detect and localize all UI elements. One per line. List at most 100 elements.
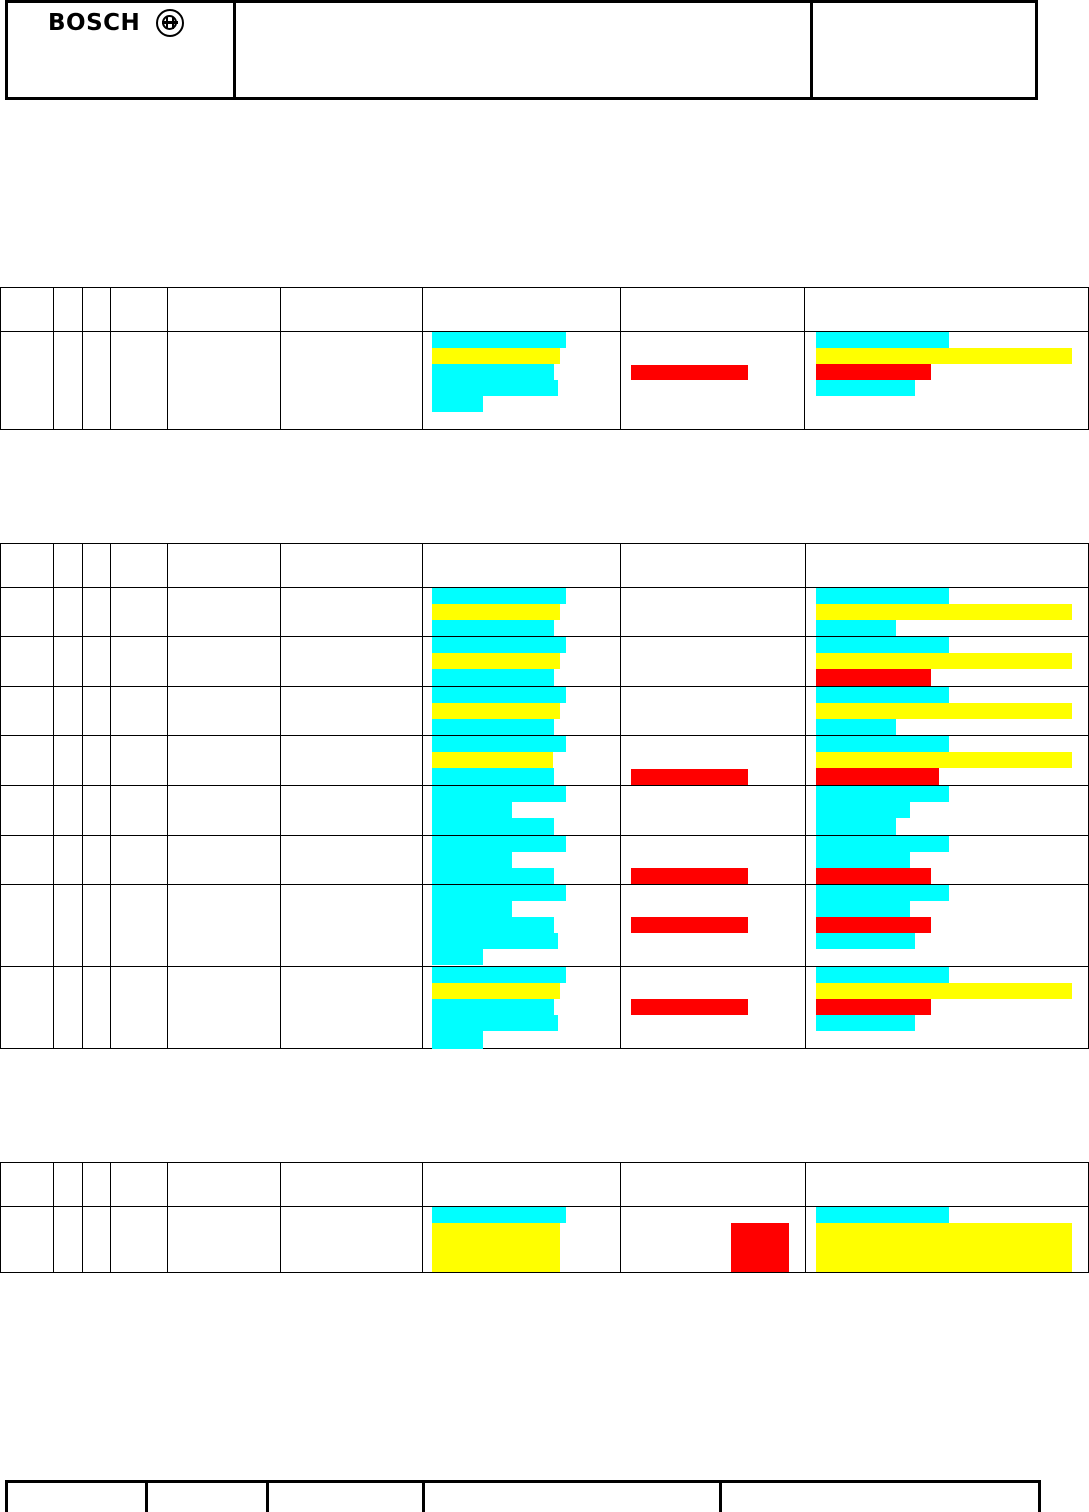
cyan-highlight-bar bbox=[432, 588, 566, 604]
cyan-highlight-bar bbox=[432, 933, 558, 949]
footer-divider bbox=[422, 1483, 425, 1512]
table-row-divider bbox=[1, 966, 1088, 967]
cyan-highlight-bar bbox=[816, 637, 949, 653]
table-column-divider bbox=[82, 288, 83, 429]
table-column-divider bbox=[53, 544, 54, 1048]
table-column-divider bbox=[82, 1163, 83, 1272]
cyan-highlight-bar bbox=[432, 786, 566, 802]
cyan-highlight-bar bbox=[816, 933, 915, 949]
yellow-highlight-bar bbox=[432, 348, 560, 364]
table-column-divider bbox=[422, 544, 423, 1048]
table-column-divider bbox=[167, 544, 168, 1048]
red-highlight-bar bbox=[816, 999, 931, 1015]
cyan-highlight-bar bbox=[432, 396, 483, 412]
red-highlight-bar bbox=[816, 917, 931, 933]
bosch-logo: BOSCH bbox=[48, 8, 185, 38]
yellow-highlight-bar bbox=[432, 752, 553, 768]
table-column-divider bbox=[804, 288, 805, 429]
cyan-highlight-bar bbox=[432, 885, 566, 901]
red-highlight-bar bbox=[816, 669, 931, 686]
cyan-highlight-bar bbox=[432, 637, 566, 653]
cyan-highlight-bar bbox=[816, 687, 949, 703]
cyan-highlight-bar bbox=[432, 818, 554, 835]
cyan-highlight-bar bbox=[432, 802, 512, 818]
table-column-divider bbox=[280, 1163, 281, 1272]
table-row-divider bbox=[1, 1206, 1088, 1207]
cyan-highlight-bar bbox=[432, 332, 566, 348]
table-3 bbox=[0, 1162, 1089, 1273]
cyan-highlight-bar bbox=[816, 786, 949, 802]
cyan-highlight-bar bbox=[432, 901, 512, 917]
table-row-divider bbox=[1, 686, 1088, 687]
cyan-highlight-bar bbox=[432, 669, 554, 686]
cyan-highlight-bar bbox=[816, 588, 949, 604]
table-column-divider bbox=[620, 544, 621, 1048]
cyan-highlight-bar bbox=[816, 967, 949, 983]
cyan-highlight-bar bbox=[816, 380, 915, 396]
cyan-highlight-bar bbox=[816, 901, 910, 917]
table-row-divider bbox=[1, 884, 1088, 885]
yellow-highlight-bar bbox=[432, 653, 560, 669]
red-highlight-bar bbox=[731, 1223, 789, 1272]
table-1 bbox=[0, 287, 1089, 430]
logo-text: BOSCH bbox=[48, 10, 141, 36]
cyan-highlight-bar bbox=[432, 967, 566, 983]
footer-divider bbox=[145, 1483, 148, 1512]
cyan-highlight-bar bbox=[432, 999, 554, 1015]
cyan-highlight-bar bbox=[432, 868, 554, 884]
header-divider bbox=[233, 3, 236, 97]
table-column-divider bbox=[82, 544, 83, 1048]
red-highlight-bar bbox=[816, 868, 931, 884]
cyan-highlight-bar bbox=[816, 1207, 949, 1223]
table-column-divider bbox=[167, 1163, 168, 1272]
table-row-divider bbox=[1, 785, 1088, 786]
table-column-divider bbox=[620, 288, 621, 429]
cyan-highlight-bar bbox=[816, 802, 910, 818]
table-column-divider bbox=[53, 288, 54, 429]
yellow-highlight-bar bbox=[432, 604, 560, 620]
cyan-highlight-bar bbox=[432, 620, 554, 636]
cyan-highlight-bar bbox=[432, 852, 512, 868]
yellow-highlight-bar bbox=[816, 703, 1072, 719]
yellow-highlight-bar bbox=[432, 1223, 560, 1272]
red-highlight-bar bbox=[631, 769, 748, 785]
cyan-highlight-bar bbox=[816, 852, 910, 868]
cyan-highlight-bar bbox=[432, 380, 558, 396]
document-header bbox=[5, 0, 1038, 100]
yellow-highlight-bar bbox=[432, 703, 560, 719]
cyan-highlight-bar bbox=[816, 818, 896, 835]
cyan-highlight-bar bbox=[816, 885, 949, 901]
table-row-divider bbox=[1, 331, 1088, 332]
red-highlight-bar bbox=[631, 365, 748, 380]
yellow-highlight-bar bbox=[816, 752, 1072, 768]
red-highlight-bar bbox=[816, 768, 939, 785]
table-column-divider bbox=[110, 288, 111, 429]
table-column-divider bbox=[53, 1163, 54, 1272]
red-highlight-bar bbox=[631, 917, 748, 933]
cyan-highlight-bar bbox=[816, 620, 896, 636]
cyan-highlight-bar bbox=[432, 687, 566, 703]
cyan-highlight-bar bbox=[432, 719, 554, 735]
yellow-highlight-bar bbox=[816, 983, 1072, 999]
table-row-divider bbox=[1, 835, 1088, 836]
cyan-highlight-bar bbox=[432, 917, 554, 933]
cyan-highlight-bar bbox=[816, 736, 949, 752]
yellow-highlight-bar bbox=[432, 983, 560, 999]
cyan-highlight-bar bbox=[432, 1015, 558, 1031]
table-column-divider bbox=[280, 288, 281, 429]
red-highlight-bar bbox=[816, 364, 931, 380]
footer-divider bbox=[266, 1483, 269, 1512]
table-row-divider bbox=[1, 636, 1088, 637]
table-column-divider bbox=[422, 1163, 423, 1272]
table-column-divider bbox=[620, 1163, 621, 1272]
cyan-highlight-bar bbox=[432, 836, 566, 852]
document-footer bbox=[5, 1480, 1041, 1512]
cyan-highlight-bar bbox=[432, 364, 554, 380]
cyan-highlight-bar bbox=[816, 719, 896, 735]
cyan-highlight-bar bbox=[816, 332, 949, 348]
table-column-divider bbox=[167, 288, 168, 429]
table-row-divider bbox=[1, 735, 1088, 736]
yellow-highlight-bar bbox=[816, 604, 1072, 620]
footer-divider bbox=[719, 1483, 722, 1512]
red-highlight-bar bbox=[631, 868, 748, 884]
